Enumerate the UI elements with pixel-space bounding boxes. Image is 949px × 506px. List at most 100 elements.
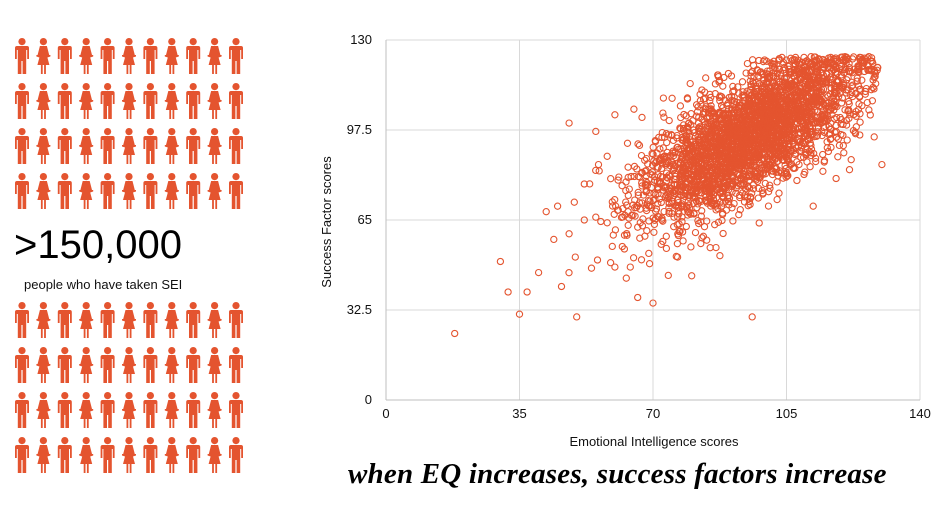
data-point bbox=[738, 92, 746, 100]
person-icon bbox=[57, 38, 72, 74]
data-point bbox=[611, 111, 619, 119]
data-point bbox=[637, 256, 646, 264]
person-icon bbox=[229, 437, 243, 473]
data-point bbox=[663, 173, 671, 181]
data-point bbox=[780, 103, 788, 111]
data-point bbox=[677, 179, 685, 187]
data-point bbox=[827, 119, 835, 127]
data-point bbox=[841, 56, 849, 64]
data-point bbox=[658, 133, 666, 142]
data-point bbox=[779, 94, 787, 102]
data-point bbox=[790, 69, 798, 77]
data-point bbox=[667, 181, 676, 189]
data-point bbox=[775, 55, 783, 63]
data-point bbox=[794, 107, 802, 116]
data-point bbox=[709, 120, 717, 129]
data-point bbox=[634, 191, 643, 199]
data-point bbox=[663, 138, 671, 147]
data-point bbox=[783, 120, 792, 128]
scatter-plot: 0 35 70 105 140 0 32.5 65 97.5 130 Emotional Inte… bbox=[319, 32, 931, 449]
data-point bbox=[673, 253, 682, 261]
data-point bbox=[702, 74, 710, 82]
data-point bbox=[779, 59, 788, 67]
data-point bbox=[719, 82, 727, 90]
data-point bbox=[592, 166, 600, 175]
person-icon bbox=[229, 128, 243, 164]
data-point bbox=[703, 217, 711, 225]
data-point bbox=[752, 85, 760, 93]
data-point bbox=[692, 112, 701, 120]
data-point bbox=[698, 115, 706, 124]
data-point bbox=[697, 239, 705, 248]
data-point bbox=[736, 191, 744, 200]
data-point bbox=[724, 136, 732, 145]
data-point bbox=[782, 173, 790, 181]
data-point bbox=[783, 170, 791, 178]
data-point bbox=[699, 148, 707, 156]
data-point bbox=[651, 176, 659, 184]
data-point bbox=[669, 166, 677, 174]
data-point bbox=[716, 92, 724, 100]
data-point bbox=[650, 228, 658, 236]
data-point bbox=[755, 132, 763, 141]
data-point bbox=[812, 132, 821, 141]
data-point bbox=[803, 121, 812, 129]
data-point bbox=[650, 189, 658, 197]
data-point bbox=[728, 204, 736, 212]
person-icon bbox=[57, 128, 72, 164]
data-point bbox=[659, 144, 667, 152]
data-point bbox=[748, 56, 757, 64]
data-point bbox=[695, 197, 703, 205]
data-point bbox=[716, 252, 724, 260]
data-point bbox=[674, 203, 682, 211]
data-point bbox=[748, 313, 756, 321]
data-point bbox=[774, 138, 782, 146]
data-point bbox=[646, 170, 654, 178]
infographic-panel: >150,000 people who have taken SEI bbox=[0, 0, 260, 506]
person-icon bbox=[207, 83, 222, 119]
data-point bbox=[592, 127, 600, 136]
person-icon bbox=[122, 83, 136, 119]
person-icon bbox=[79, 173, 94, 209]
data-point bbox=[671, 149, 679, 157]
data-point bbox=[729, 149, 738, 157]
data-point bbox=[784, 172, 792, 180]
data-point bbox=[807, 89, 815, 98]
data-point bbox=[728, 118, 736, 127]
data-point bbox=[692, 101, 701, 109]
data-point bbox=[765, 84, 773, 92]
data-point bbox=[611, 263, 619, 271]
data-point bbox=[752, 172, 761, 181]
person-icon bbox=[229, 38, 243, 74]
data-point bbox=[865, 52, 873, 61]
data-point bbox=[623, 139, 632, 147]
x-tick-label: 70 bbox=[646, 406, 660, 421]
data-point bbox=[693, 204, 701, 212]
data-point bbox=[747, 125, 756, 133]
data-point bbox=[855, 93, 864, 101]
data-point bbox=[659, 217, 667, 225]
data-point bbox=[694, 119, 703, 127]
data-point bbox=[654, 184, 663, 192]
person-icon bbox=[164, 128, 179, 164]
person-icon bbox=[122, 347, 136, 383]
data-point bbox=[835, 64, 843, 73]
data-point bbox=[636, 205, 644, 213]
data-point bbox=[699, 164, 707, 172]
data-point bbox=[754, 194, 762, 202]
data-point bbox=[811, 68, 819, 76]
data-point bbox=[745, 197, 754, 206]
data-point bbox=[761, 166, 769, 174]
data-point bbox=[754, 96, 762, 104]
data-point bbox=[663, 159, 671, 168]
data-point bbox=[775, 109, 783, 117]
data-point bbox=[718, 216, 726, 225]
data-point bbox=[727, 72, 736, 80]
data-point bbox=[813, 131, 822, 140]
person-icon bbox=[164, 437, 179, 473]
person-icon bbox=[143, 173, 158, 209]
data-point bbox=[752, 120, 761, 128]
data-point bbox=[695, 219, 703, 228]
data-point bbox=[660, 207, 668, 216]
data-point bbox=[675, 220, 683, 228]
